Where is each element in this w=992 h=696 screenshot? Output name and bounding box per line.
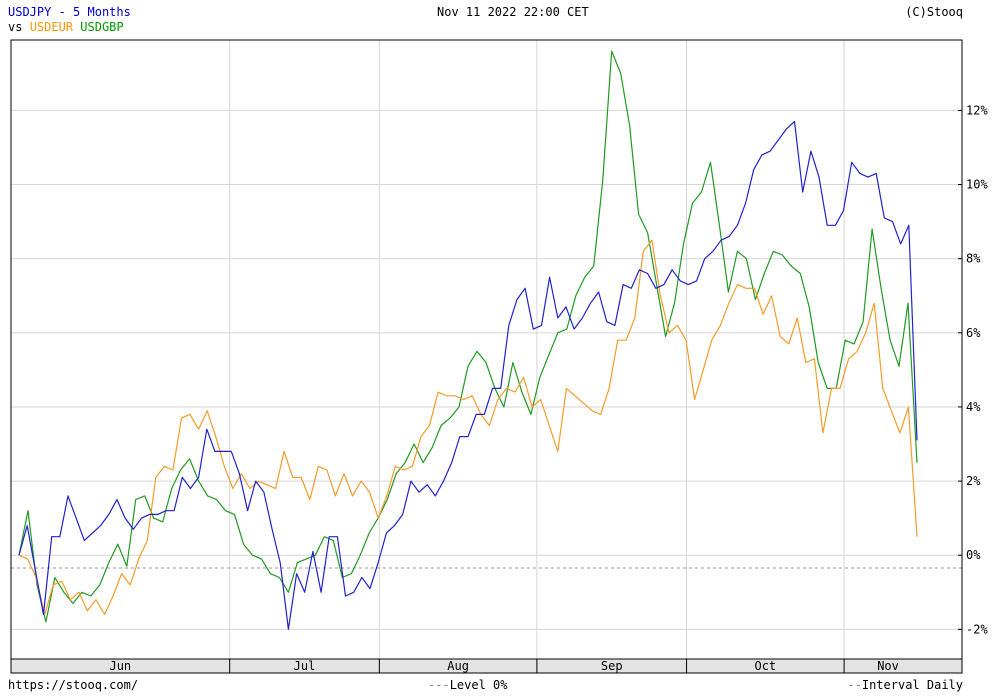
chart-title: USDJPY - 5 Months <box>8 5 131 19</box>
y-tick-label: 10% <box>966 178 988 192</box>
y-tick-label: 12% <box>966 103 988 117</box>
interval-legend-label: Interval Daily <box>861 678 963 692</box>
source-url[interactable]: https://stooq.com/ <box>8 678 139 692</box>
copyright[interactable]: (C)Stooq <box>905 5 963 19</box>
y-tick-label: 0% <box>966 548 981 562</box>
timestamp: Nov 11 2022 22:00 CET <box>437 5 589 19</box>
legend-usdeur[interactable]: USDEUR <box>29 20 74 34</box>
x-axis-bar <box>10 658 963 674</box>
plot-frame <box>10 39 963 660</box>
series-lines <box>18 50 918 630</box>
interval-legend-dash: -- <box>847 678 862 692</box>
comparison-legend: vs USDEUR USDGBP <box>8 20 124 34</box>
x-tick-label: Sep <box>601 659 623 673</box>
series-line-usdgbp <box>18 50 918 623</box>
main-symbol[interactable]: USDJPY <box>8 5 52 19</box>
level-legend-label: Level 0% <box>449 678 508 692</box>
level-legend-dash: --- <box>428 678 450 692</box>
interval-legend: --Interval Daily <box>847 678 963 692</box>
x-tick-label: Aug <box>447 659 469 673</box>
y-tick-label: 8% <box>966 252 981 266</box>
level-legend: ---Level 0% <box>428 678 507 692</box>
period-label: - 5 Months <box>58 5 131 19</box>
x-tick-label: Jun <box>109 659 131 673</box>
y-tick-label: 4% <box>966 400 981 414</box>
y-tick-label: 2% <box>966 474 981 488</box>
y-tick-label: -2% <box>966 622 988 636</box>
legend-usdgbp[interactable]: USDGBP <box>80 20 124 34</box>
x-tick-label: Nov <box>877 659 899 673</box>
x-tick-label: Jul <box>294 659 316 673</box>
x-tick-label: Oct <box>754 659 776 673</box>
x-axis-ticks: Jun Jul Aug Sep Oct Nov <box>109 659 899 673</box>
series-line-usdjpy <box>18 120 918 630</box>
grid-lines <box>11 40 962 659</box>
vs-label: vs <box>8 20 23 34</box>
y-tick-label: 6% <box>966 326 981 340</box>
y-axis-ticks: 12% 10% 8% 6% 4% 2% 0% -2% <box>958 103 988 636</box>
series-line-usdeur <box>18 239 918 616</box>
